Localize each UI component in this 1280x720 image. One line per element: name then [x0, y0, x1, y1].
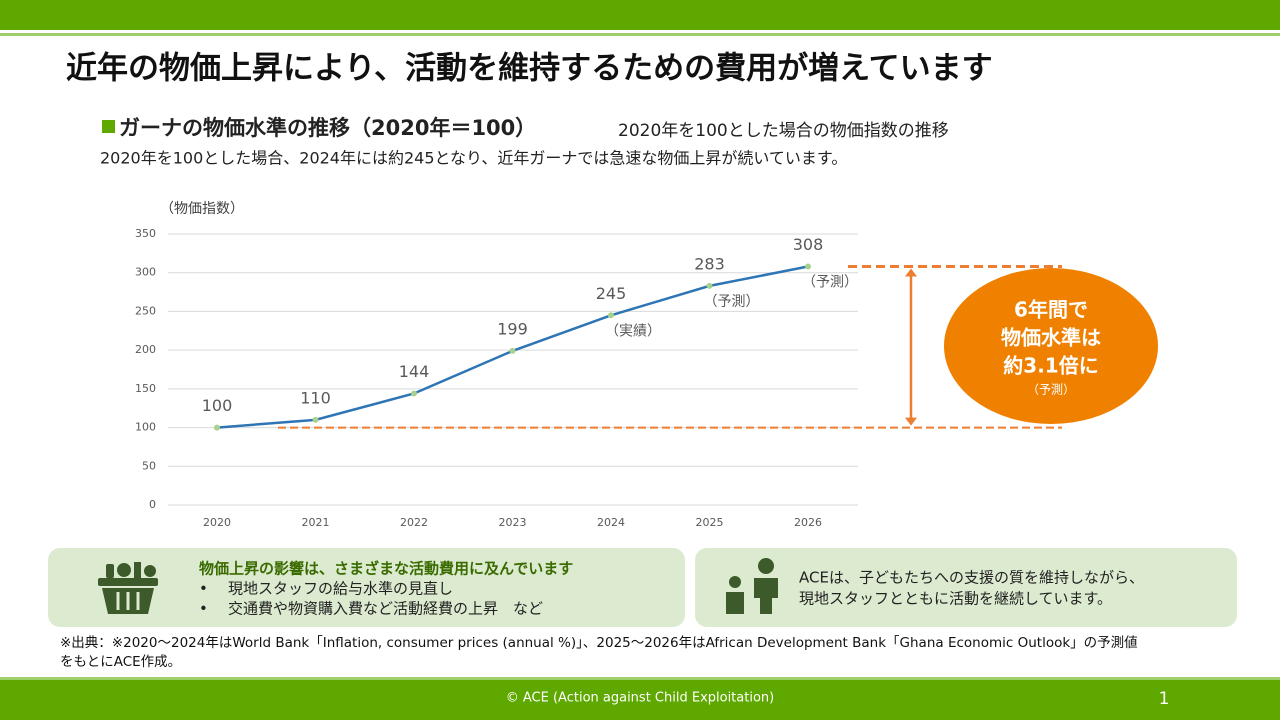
- data-label: 199: [497, 319, 528, 338]
- ace-text: ACEは、子どもたちへの支援の質を維持しながら、: [799, 569, 1144, 587]
- callout-line: 物価水準は: [1001, 326, 1101, 350]
- heading-marker: [102, 120, 115, 133]
- callout-line: 6年間で: [1014, 298, 1088, 322]
- y-tick-label: 50: [142, 459, 156, 472]
- y-tick-label: 250: [135, 304, 156, 317]
- page-number: 1: [1159, 689, 1170, 709]
- x-tick-label: 2020: [203, 516, 231, 529]
- callout-ellipse: [944, 268, 1158, 424]
- y-axis-label: （物価指数）: [160, 201, 244, 217]
- data-point: [509, 347, 516, 354]
- top-rule: [0, 33, 1280, 36]
- people-icon: [726, 558, 778, 614]
- data-point: [411, 390, 417, 397]
- data-point: [214, 424, 220, 431]
- point-annotation: （予測）: [802, 275, 858, 291]
- y-tick-label: 0: [149, 498, 156, 511]
- section-heading: ガーナの物価水準の推移（2020年＝100）: [119, 116, 536, 140]
- section-note: 2020年を100とした場合の物価指数の推移: [618, 121, 949, 141]
- data-label: 100: [202, 396, 233, 415]
- data-label: 245: [596, 284, 627, 303]
- x-tick-label: 2023: [499, 516, 527, 529]
- x-tick-label: 2022: [400, 516, 428, 529]
- x-tick-label: 2026: [794, 516, 822, 529]
- impact-title: 物価上昇の影響は、さまざまな活動費用に及んでいます: [199, 560, 573, 578]
- data-label: 144: [399, 362, 430, 381]
- source-note: をもとにACE作成。: [60, 654, 181, 670]
- callout-note: （予測）: [1027, 383, 1075, 397]
- data-point: [608, 312, 614, 319]
- arrow-head: [905, 268, 917, 277]
- arrow-head: [905, 417, 917, 426]
- data-point: [706, 282, 713, 289]
- data-label: 308: [793, 235, 824, 254]
- top-bar: [0, 0, 1280, 30]
- bullet: •: [199, 600, 208, 618]
- y-tick-label: 150: [135, 382, 156, 395]
- data-label: 110: [300, 388, 331, 407]
- source-note: ※出典：※2020～2024年はWorld Bank「Inflation, co…: [60, 635, 1138, 651]
- basket-slats: [116, 592, 140, 610]
- ace-box: [695, 548, 1237, 627]
- callout-line: 約3.1倍に: [1003, 354, 1098, 378]
- data-point: [312, 416, 319, 423]
- footer-rule: [0, 677, 1280, 680]
- impact-item: 現地スタッフの給与水準の見直し: [228, 580, 453, 598]
- footer-copyright: © ACE (Action against Child Exploitation…: [506, 691, 774, 706]
- y-tick-label: 300: [135, 266, 156, 279]
- y-tick-label: 200: [135, 343, 156, 356]
- x-tick-label: 2021: [302, 516, 330, 529]
- impact-box: [48, 548, 685, 627]
- x-tick-label: 2024: [597, 516, 625, 529]
- y-tick-label: 350: [135, 227, 156, 240]
- section-description: 2020年を100とした場合、2024年には約245となり、近年ガーナでは急速な…: [100, 149, 847, 168]
- bullet: •: [199, 580, 208, 598]
- slide-title: 近年の物価上昇により、活動を維持するための費用が増えています: [66, 51, 993, 87]
- impact-item: 交通費や物資購入費など活動経費の上昇 など: [228, 600, 543, 618]
- plot: 0 50 100 150 200 250 300 350 2020 2021 2022 2023 202…: [135, 227, 1062, 529]
- footer-bar: [0, 680, 1280, 720]
- point-annotation: （実績）: [605, 323, 661, 339]
- ace-text: 現地スタッフとともに活動を継続しています。: [799, 590, 1112, 608]
- data-point: [805, 263, 811, 270]
- data-label: 283: [694, 254, 725, 273]
- point-annotation: （予測）: [704, 294, 760, 310]
- y-tick-label: 100: [135, 421, 156, 434]
- x-tick-label: 2025: [696, 516, 724, 529]
